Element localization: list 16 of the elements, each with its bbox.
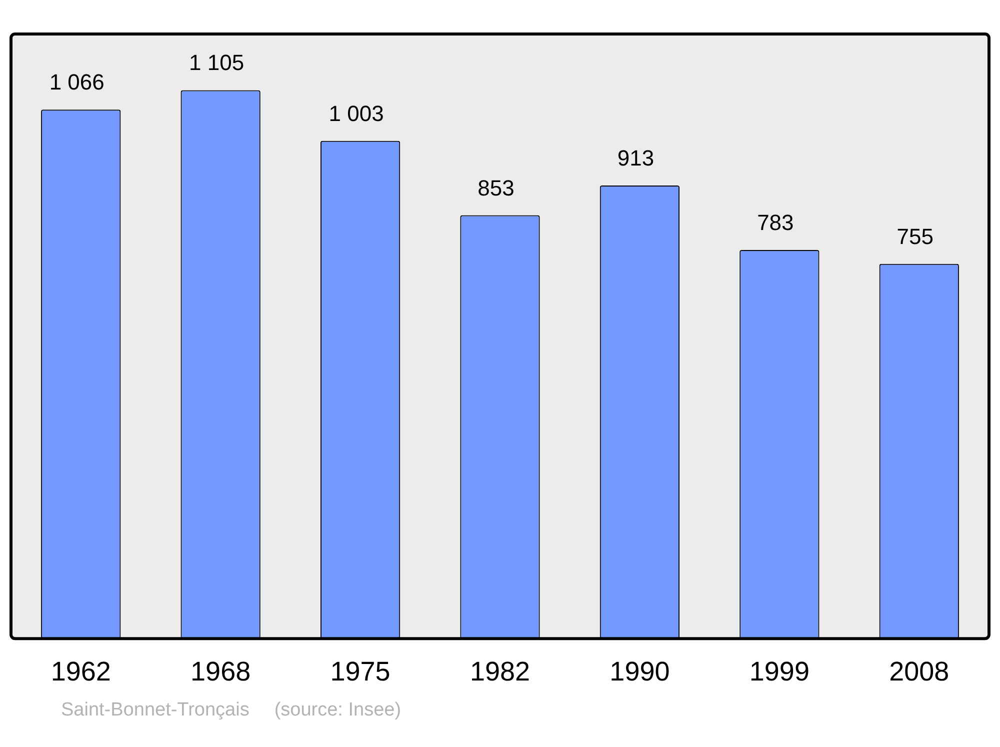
x-tick-label: 1999 xyxy=(749,656,810,686)
data-label: 1 066 xyxy=(49,70,104,95)
data-label: 1 003 xyxy=(328,100,384,126)
data-label: 853 xyxy=(478,175,514,200)
x-tick-label: 1990 xyxy=(610,656,670,686)
x-tick-label: 2008 xyxy=(889,656,950,686)
data-label: 755 xyxy=(896,224,934,249)
x-tick-label: 1982 xyxy=(470,656,530,686)
x-tick-label: 1962 xyxy=(50,656,111,686)
text: Saint-Bonnet-Tronçais xyxy=(61,700,250,721)
data-label: 913 xyxy=(617,146,654,171)
data-label: 783 xyxy=(757,210,794,236)
x-tick-label: 1968 xyxy=(190,656,251,686)
x-tick-label: 1975 xyxy=(330,656,390,686)
text: (source: Insee) xyxy=(274,700,402,721)
data-label: 1 105 xyxy=(189,50,244,76)
